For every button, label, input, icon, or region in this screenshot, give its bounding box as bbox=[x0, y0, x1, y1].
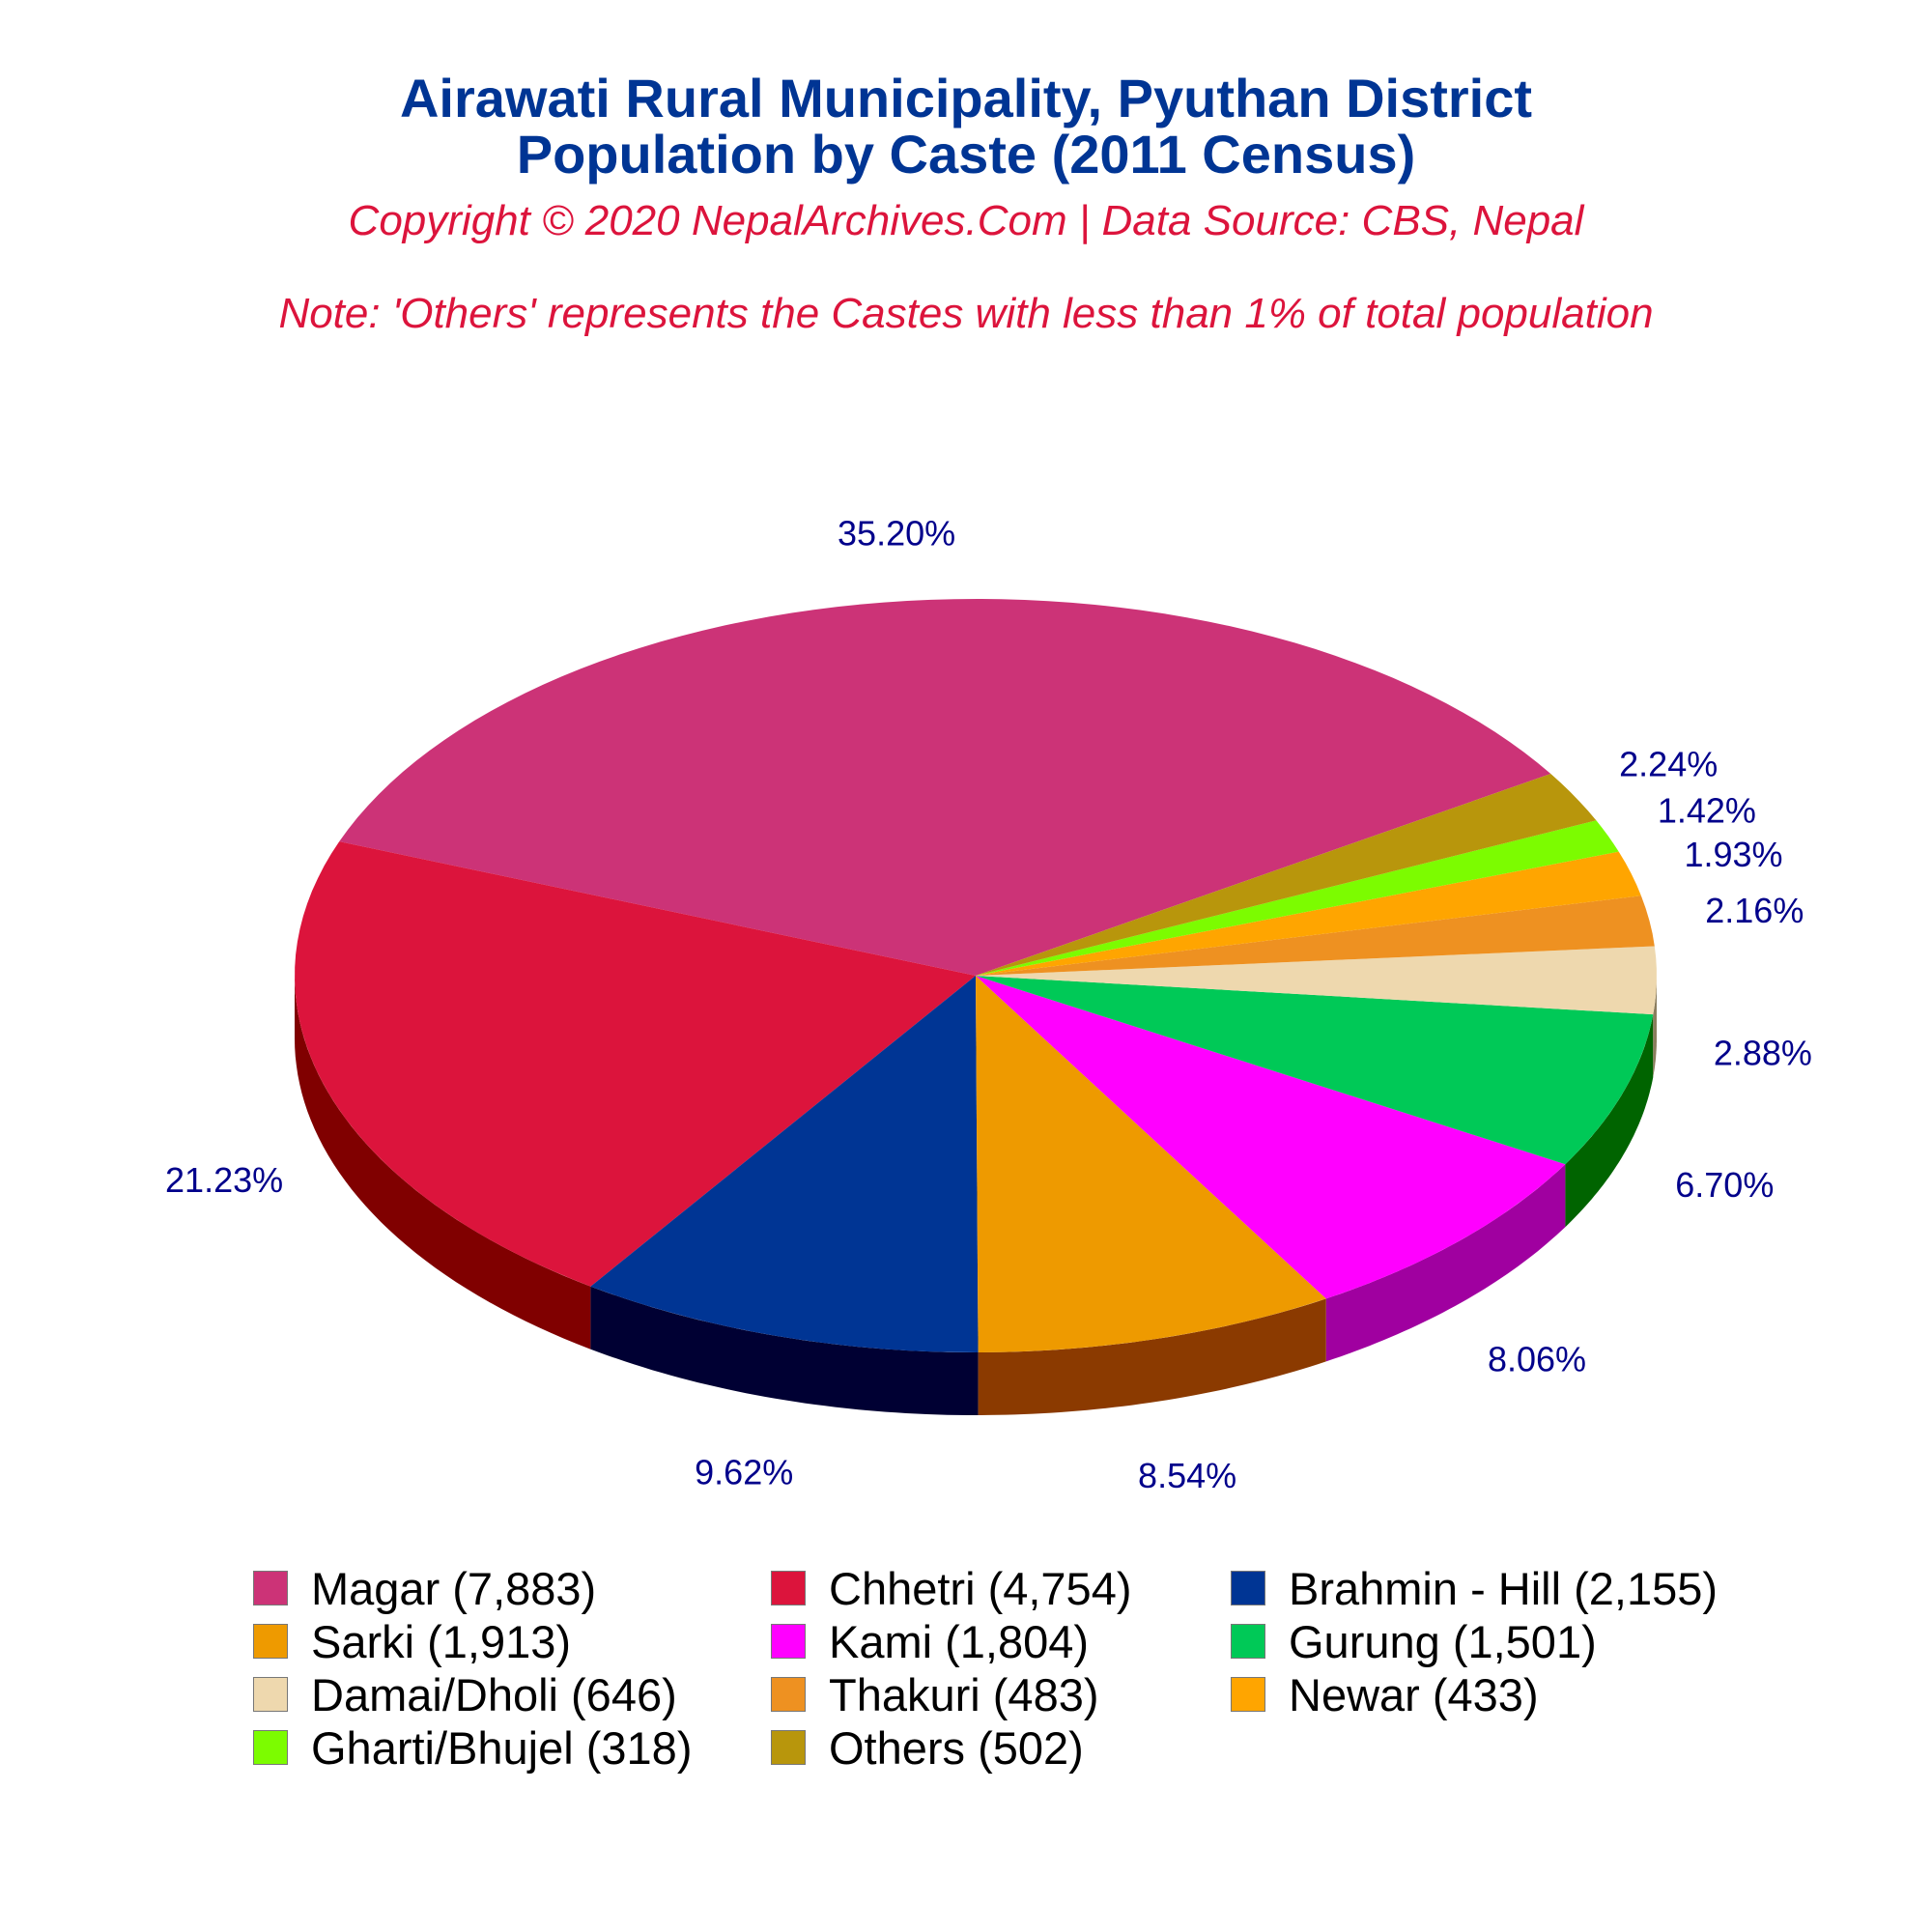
legend-label: Sarki (1,913) bbox=[311, 1615, 572, 1667]
pie-side-3 bbox=[978, 1298, 1326, 1415]
pie-percent-label-5: 6.70% bbox=[1675, 1165, 1774, 1205]
legend-label: Chhetri (4,754) bbox=[829, 1562, 1132, 1614]
pie-percent-label-2: 9.62% bbox=[695, 1453, 793, 1492]
legend-item: Chhetri (4,754) bbox=[771, 1562, 1132, 1614]
legend-item: Magar (7,883) bbox=[253, 1562, 597, 1614]
pie-percent-label-9: 1.42% bbox=[1658, 790, 1756, 830]
copyright-text: Copyright © 2020 NepalArchives.Com | Dat… bbox=[348, 197, 1584, 244]
pie-slice-3 bbox=[976, 976, 1326, 1352]
legend-item: Gurung (1,501) bbox=[1231, 1615, 1597, 1667]
legend-item: Thakuri (483) bbox=[771, 1668, 1099, 1720]
legend-swatch bbox=[1231, 1624, 1265, 1659]
legend-item: Others (502) bbox=[771, 1721, 1084, 1774]
pie-side-5 bbox=[1565, 1014, 1654, 1228]
legend-item: Sarki (1,913) bbox=[253, 1615, 572, 1667]
legend-swatch bbox=[253, 1624, 288, 1659]
legend-item: Brahmin - Hill (2,155) bbox=[1231, 1562, 1719, 1614]
legend-item: Damai/Dholi (646) bbox=[253, 1668, 677, 1720]
pie-slice-0 bbox=[339, 599, 1551, 976]
pie-side-6 bbox=[1653, 976, 1657, 1078]
pie-slice-9 bbox=[976, 820, 1619, 976]
pie-slice-2 bbox=[590, 976, 979, 1352]
legend-swatch bbox=[253, 1730, 288, 1765]
pie-slice-1 bbox=[295, 841, 977, 1287]
pie-percent-label-8: 1.93% bbox=[1684, 835, 1782, 874]
pie-percent-label-0: 35.20% bbox=[838, 513, 955, 553]
legend-label: Magar (7,883) bbox=[311, 1562, 597, 1614]
chart-title-line1: Airawati Rural Municipality, Pyuthan Dis… bbox=[399, 68, 1533, 128]
pie-slice-6 bbox=[976, 946, 1657, 1015]
pie-percent-label-6: 2.88% bbox=[1714, 1034, 1812, 1073]
legend-label: Damai/Dholi (646) bbox=[311, 1668, 677, 1720]
legend-item: Kami (1,804) bbox=[771, 1615, 1090, 1667]
pie-side-1 bbox=[295, 976, 591, 1350]
pie-percent-label-1: 21.23% bbox=[165, 1160, 283, 1200]
legend-label: Gharti/Bhujel (318) bbox=[311, 1721, 693, 1774]
legend-swatch bbox=[1231, 1677, 1265, 1712]
legend-label: Others (502) bbox=[829, 1721, 1084, 1774]
pie-side-4 bbox=[1325, 1164, 1566, 1362]
pie-percent-label-7: 2.16% bbox=[1705, 891, 1804, 930]
pie-chart: 35.20% 21.23% 9.62% 8.54% 8.06% 6.70% 2.88% 2.1… bbox=[165, 513, 1812, 1495]
pie-slice-5 bbox=[976, 976, 1654, 1165]
legend-label: Kami (1,804) bbox=[829, 1615, 1090, 1667]
legend-swatch bbox=[771, 1624, 806, 1659]
legend-label: Gurung (1,501) bbox=[1289, 1615, 1597, 1667]
note-text: Note: 'Others' represents the Castes wit… bbox=[278, 290, 1654, 337]
legend-swatch bbox=[771, 1571, 806, 1605]
pie-slice-7 bbox=[976, 895, 1655, 976]
legend-item: Gharti/Bhujel (318) bbox=[253, 1721, 693, 1774]
legend-label: Brahmin - Hill (2,155) bbox=[1289, 1562, 1719, 1614]
legend-label: Thakuri (483) bbox=[829, 1668, 1099, 1720]
pie-percent-label-10: 2.24% bbox=[1619, 745, 1718, 784]
legend-swatch bbox=[771, 1730, 806, 1765]
pie-percent-label-4: 8.06% bbox=[1488, 1340, 1586, 1379]
legend-swatch bbox=[253, 1677, 288, 1712]
pie-slice-10 bbox=[976, 774, 1597, 976]
pie-slice-4 bbox=[976, 976, 1566, 1299]
pie-percent-label-3: 8.54% bbox=[1138, 1456, 1236, 1495]
chart-title-line2: Population by Caste (2011 Census) bbox=[516, 124, 1416, 185]
pie-side-2 bbox=[590, 1286, 979, 1415]
legend-item: Newar (433) bbox=[1231, 1668, 1539, 1720]
legend-label: Newar (433) bbox=[1289, 1668, 1539, 1720]
legend-swatch bbox=[771, 1677, 806, 1712]
pie-slice-8 bbox=[976, 851, 1641, 976]
legend-swatch bbox=[1231, 1571, 1265, 1605]
legend-swatch bbox=[253, 1571, 288, 1605]
